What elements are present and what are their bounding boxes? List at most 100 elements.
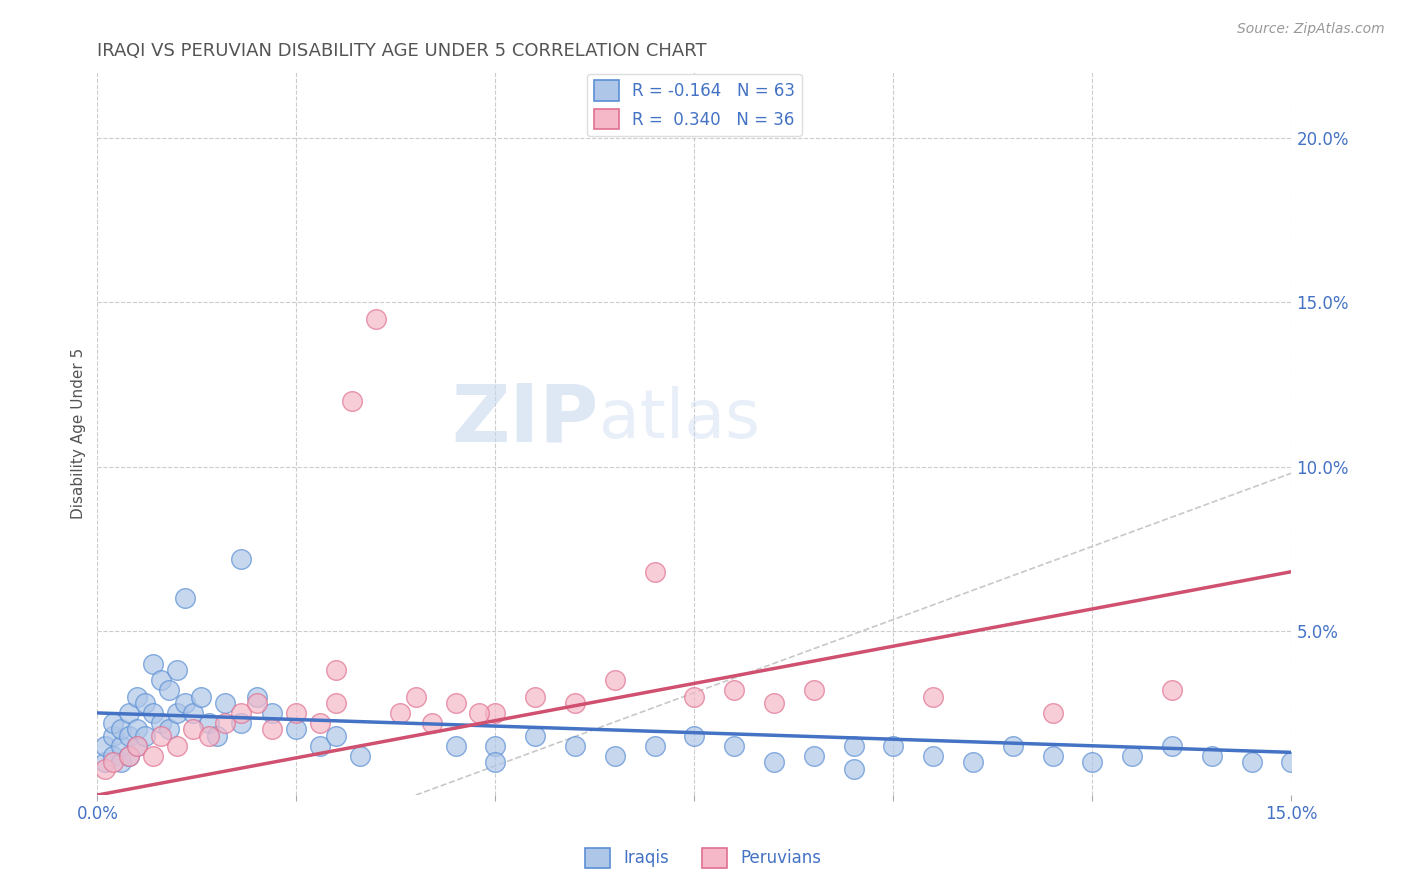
Point xyxy=(1281,756,1303,770)
Point xyxy=(110,723,132,737)
Point xyxy=(763,696,786,710)
Point xyxy=(110,739,132,753)
Point xyxy=(127,723,149,737)
Point xyxy=(388,706,411,720)
Point xyxy=(262,706,284,720)
Point xyxy=(922,690,945,704)
Point xyxy=(564,739,586,753)
Point xyxy=(444,696,467,710)
Y-axis label: Disability Age Under 5: Disability Age Under 5 xyxy=(72,348,86,519)
Text: ZIP: ZIP xyxy=(451,380,599,458)
Point xyxy=(127,739,149,753)
Point xyxy=(922,748,945,763)
Point xyxy=(245,696,267,710)
Point xyxy=(118,706,141,720)
Point xyxy=(325,729,347,743)
Point xyxy=(150,729,173,743)
Point xyxy=(198,729,221,743)
Point xyxy=(1201,748,1223,763)
Point xyxy=(103,748,125,763)
Point xyxy=(644,565,666,579)
Point xyxy=(803,748,825,763)
Point xyxy=(564,696,586,710)
Point xyxy=(723,739,745,753)
Point xyxy=(444,739,467,753)
Point xyxy=(110,756,132,770)
Point xyxy=(245,690,267,704)
Point xyxy=(142,706,165,720)
Point xyxy=(174,696,197,710)
Point xyxy=(118,748,141,763)
Point xyxy=(142,657,165,671)
Point xyxy=(118,748,141,763)
Point xyxy=(484,706,506,720)
Point xyxy=(190,690,212,704)
Point xyxy=(603,673,626,687)
Point xyxy=(103,729,125,743)
Point xyxy=(142,748,165,763)
Point xyxy=(94,762,117,776)
Point xyxy=(524,690,547,704)
Point xyxy=(181,723,204,737)
Point xyxy=(134,696,156,710)
Text: atlas: atlas xyxy=(599,386,759,452)
Point xyxy=(962,756,984,770)
Point xyxy=(1042,748,1064,763)
Point xyxy=(229,706,252,720)
Point xyxy=(842,762,865,776)
Point xyxy=(325,663,347,677)
Legend: R = -0.164   N = 63, R =  0.340   N = 36: R = -0.164 N = 63, R = 0.340 N = 36 xyxy=(588,73,801,136)
Point xyxy=(166,739,188,753)
Text: Source: ZipAtlas.com: Source: ZipAtlas.com xyxy=(1237,22,1385,37)
Point xyxy=(723,682,745,697)
Point xyxy=(127,690,149,704)
Point xyxy=(285,723,308,737)
Point xyxy=(842,739,865,753)
Point xyxy=(309,715,332,730)
Point xyxy=(340,393,363,408)
Point xyxy=(309,739,332,753)
Point xyxy=(484,739,506,753)
Point xyxy=(285,706,308,720)
Point xyxy=(181,706,204,720)
Text: IRAQI VS PERUVIAN DISABILITY AGE UNDER 5 CORRELATION CHART: IRAQI VS PERUVIAN DISABILITY AGE UNDER 5… xyxy=(97,42,707,60)
Point xyxy=(166,663,188,677)
Point xyxy=(1161,682,1184,697)
Point xyxy=(763,756,786,770)
Point xyxy=(405,690,427,704)
Point xyxy=(229,715,252,730)
Point xyxy=(603,748,626,763)
Point xyxy=(524,729,547,743)
Point xyxy=(683,690,706,704)
Point xyxy=(803,682,825,697)
Point xyxy=(214,696,236,710)
Point xyxy=(174,591,197,605)
Point xyxy=(1121,748,1143,763)
Point xyxy=(1161,739,1184,753)
Legend: Iraqis, Peruvians: Iraqis, Peruvians xyxy=(578,841,828,875)
Point xyxy=(1001,739,1024,753)
Point xyxy=(118,729,141,743)
Point xyxy=(468,706,491,720)
Point xyxy=(644,739,666,753)
Point xyxy=(150,673,173,687)
Point xyxy=(205,729,228,743)
Point xyxy=(882,739,904,753)
Point xyxy=(94,739,117,753)
Point xyxy=(94,756,117,770)
Point xyxy=(150,715,173,730)
Point xyxy=(127,739,149,753)
Point xyxy=(166,706,188,720)
Point xyxy=(484,756,506,770)
Point xyxy=(325,696,347,710)
Point xyxy=(364,311,387,326)
Point xyxy=(103,756,125,770)
Point xyxy=(1042,706,1064,720)
Point xyxy=(1240,756,1263,770)
Point xyxy=(103,715,125,730)
Point xyxy=(134,729,156,743)
Point xyxy=(1081,756,1104,770)
Point xyxy=(262,723,284,737)
Point xyxy=(420,715,443,730)
Point xyxy=(214,715,236,730)
